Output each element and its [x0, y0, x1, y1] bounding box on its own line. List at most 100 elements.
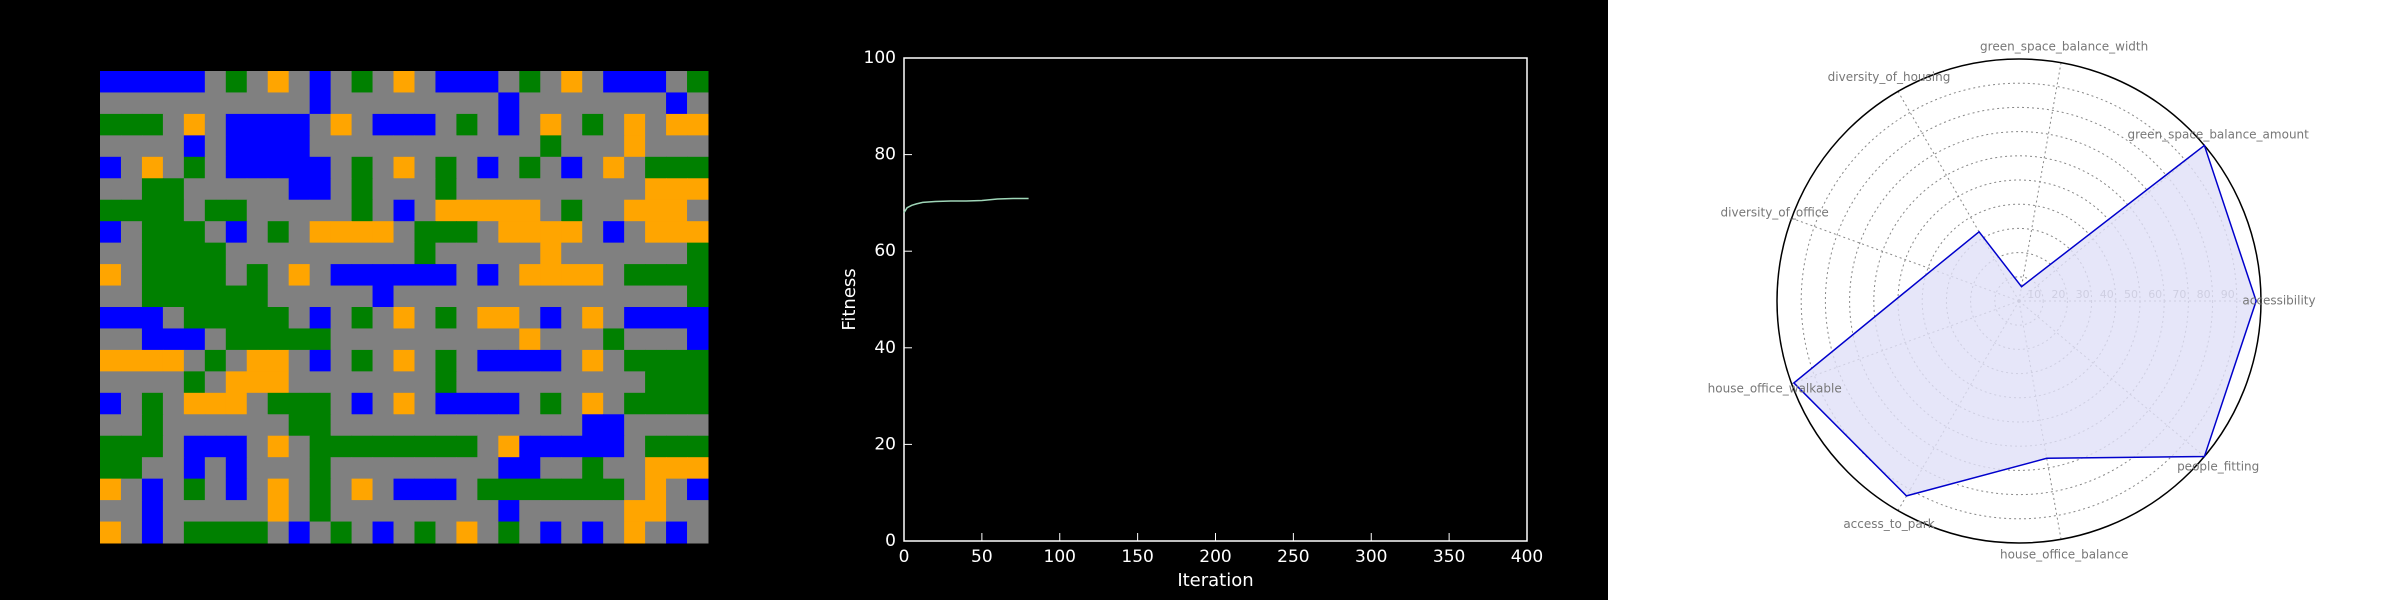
map-cell — [120, 414, 143, 437]
map-cell — [519, 199, 541, 222]
map-cell — [603, 178, 625, 201]
map-cell — [309, 221, 332, 244]
map-cell — [393, 242, 415, 265]
map-cell — [204, 371, 227, 394]
map-cell — [456, 500, 478, 523]
map-cell — [288, 178, 311, 201]
map-cell — [372, 349, 395, 372]
map-cell — [393, 285, 415, 308]
map-cell — [225, 349, 248, 372]
map-cell — [435, 71, 457, 93]
map-cell — [183, 414, 206, 437]
map-cell — [603, 135, 625, 158]
map-cell — [435, 307, 457, 329]
map-cell — [351, 135, 374, 158]
map-cell — [351, 199, 374, 222]
map-cell — [225, 371, 248, 394]
map-cell — [519, 242, 541, 265]
map-cell — [225, 328, 248, 351]
map-cell — [309, 285, 332, 308]
map-cell — [120, 135, 143, 158]
map-cell — [666, 156, 688, 179]
map-cell — [162, 457, 185, 480]
map-cell — [666, 199, 688, 222]
map-cell — [645, 307, 667, 329]
map-cell — [183, 178, 206, 201]
map-cell — [414, 71, 436, 93]
map-cell — [183, 71, 206, 93]
y-tick-label: 80 — [874, 145, 896, 165]
x-tick-label: 50 — [971, 547, 993, 567]
map-cell — [561, 113, 583, 136]
map-cell — [435, 457, 457, 480]
map-cell — [603, 71, 625, 93]
map-cell — [225, 392, 248, 415]
map-cell — [225, 221, 248, 244]
map-cell — [393, 92, 415, 115]
map-cell — [603, 500, 625, 523]
map-cell — [477, 156, 499, 179]
map-cell — [414, 500, 436, 523]
map-cell — [267, 500, 290, 523]
map-cell — [330, 500, 353, 523]
map-cell — [645, 435, 667, 458]
map-cell — [204, 242, 227, 265]
map-cell — [498, 135, 520, 158]
map-cell — [309, 349, 332, 372]
map-cell — [330, 178, 353, 201]
map-cell — [288, 392, 311, 415]
map-cell — [204, 71, 227, 93]
map-cell — [582, 521, 604, 544]
map-cell — [498, 221, 520, 244]
map-cell — [183, 221, 206, 244]
map-cell — [456, 307, 478, 329]
map-cell — [519, 521, 541, 544]
map-cell — [162, 221, 185, 244]
map-cell — [183, 349, 206, 372]
map-cell — [204, 435, 227, 458]
map-cell — [183, 500, 206, 523]
outer-ring — [1776, 58, 2262, 544]
map-cell — [100, 521, 122, 544]
map-cell — [141, 178, 164, 201]
map-cell — [498, 71, 520, 93]
map-cell — [309, 478, 332, 501]
map-cell — [666, 135, 688, 158]
map-cell — [519, 457, 541, 480]
map-cell — [120, 71, 143, 93]
map-cell — [141, 371, 164, 394]
map-cell — [141, 307, 164, 329]
map-cell — [666, 500, 688, 523]
map-cell — [687, 199, 709, 222]
map-cell — [141, 264, 164, 287]
map-cell — [141, 328, 164, 351]
map-cell — [288, 221, 311, 244]
map-cell — [687, 307, 709, 329]
map-cell — [435, 371, 457, 394]
map-cell — [582, 392, 604, 415]
map-cell — [477, 242, 499, 265]
map-cell — [225, 285, 248, 308]
map-cell — [414, 242, 436, 265]
map-cell — [162, 199, 185, 222]
map-cell — [330, 371, 353, 394]
map-cell — [687, 478, 709, 501]
map-cell — [540, 478, 562, 501]
map-cell — [603, 521, 625, 544]
map-cell — [582, 113, 604, 136]
map-cell — [100, 435, 122, 458]
map-cell — [687, 92, 709, 115]
map-cell — [582, 285, 604, 308]
map-cell — [267, 156, 290, 179]
map-cell — [582, 156, 604, 179]
y-tick-label: 100 — [864, 48, 896, 68]
map-cell — [603, 414, 625, 437]
map-cell — [120, 371, 143, 394]
map-cell — [414, 349, 436, 372]
x-tick-label: 0 — [899, 547, 910, 567]
map-cell — [100, 242, 122, 265]
map-cell — [141, 457, 164, 480]
map-cell — [645, 521, 667, 544]
map-cell — [540, 349, 562, 372]
